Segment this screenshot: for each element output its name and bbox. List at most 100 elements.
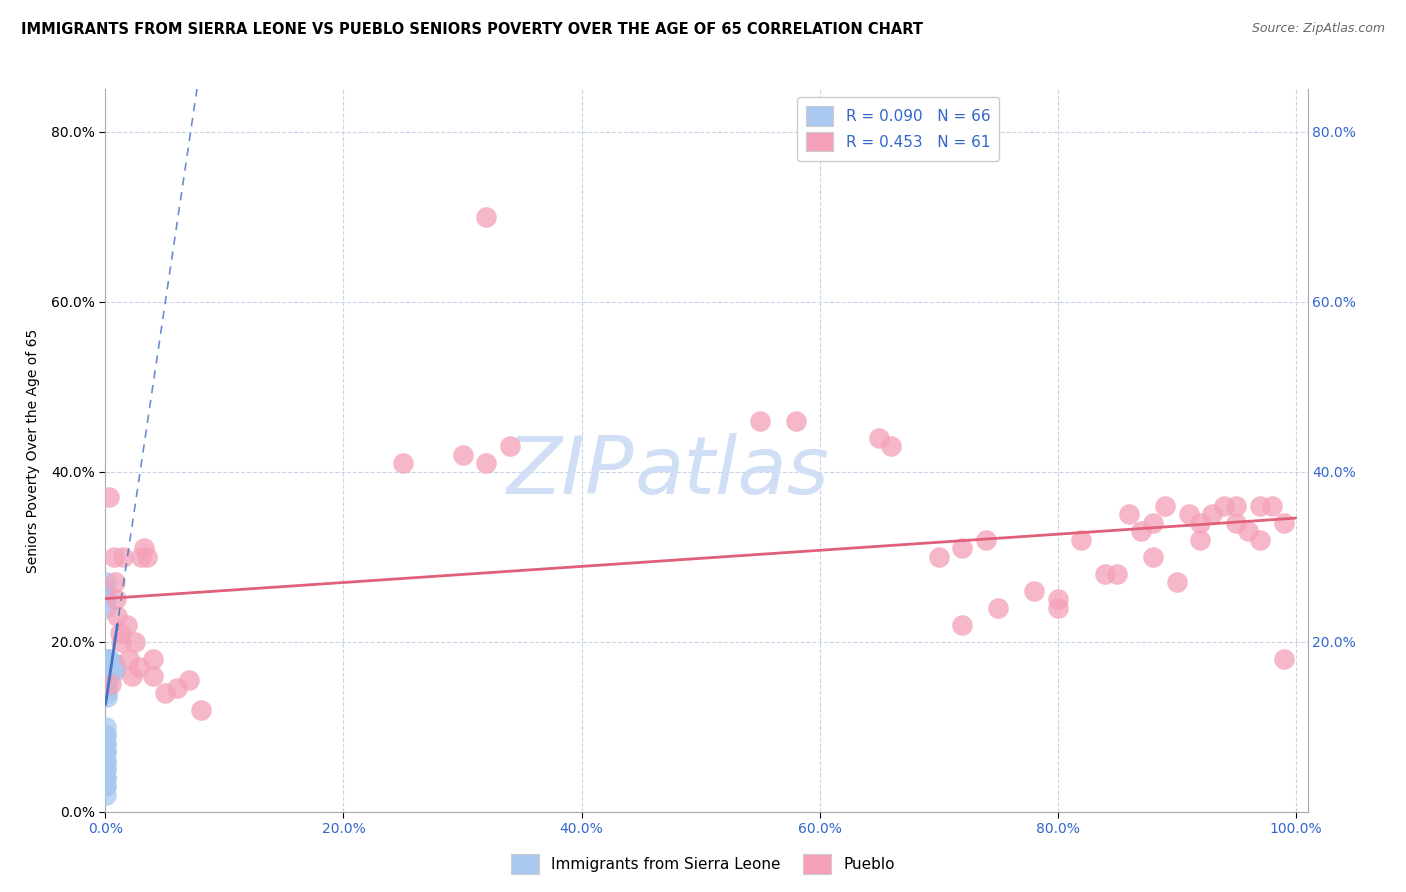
- Point: [880, 439, 903, 453]
- Point: [132, 541, 155, 556]
- Point: [928, 549, 950, 564]
- Point: [96, 656, 118, 670]
- Point: [94, 779, 117, 793]
- Point: [108, 626, 131, 640]
- Point: [96, 669, 118, 683]
- Point: [177, 673, 200, 687]
- Point: [101, 660, 124, 674]
- Point: [96, 728, 118, 742]
- Point: [952, 617, 974, 632]
- Point: [98, 656, 121, 670]
- Text: atlas: atlas: [634, 434, 830, 511]
- Point: [97, 660, 120, 674]
- Point: [475, 456, 498, 470]
- Point: [100, 665, 122, 679]
- Point: [1225, 499, 1247, 513]
- Point: [94, 575, 117, 590]
- Point: [124, 634, 146, 648]
- Point: [499, 439, 522, 453]
- Point: [1237, 524, 1260, 539]
- Point: [1249, 499, 1271, 513]
- Point: [96, 673, 118, 687]
- Point: [118, 651, 141, 665]
- Point: [97, 656, 120, 670]
- Point: [1142, 516, 1164, 530]
- Point: [96, 677, 118, 691]
- Point: [142, 651, 165, 665]
- Point: [97, 665, 120, 679]
- Point: [105, 660, 128, 674]
- Point: [1189, 516, 1212, 530]
- Point: [1129, 524, 1152, 539]
- Point: [98, 660, 121, 674]
- Point: [103, 656, 125, 670]
- Point: [101, 656, 124, 670]
- Point: [96, 728, 118, 742]
- Point: [96, 686, 118, 700]
- Point: [1070, 533, 1092, 547]
- Point: [100, 656, 122, 670]
- Point: [1094, 566, 1116, 581]
- Point: [103, 549, 125, 564]
- Point: [1201, 507, 1223, 521]
- Point: [952, 541, 974, 556]
- Point: [105, 609, 128, 624]
- Point: [1107, 566, 1129, 581]
- Point: [104, 665, 127, 679]
- Point: [1177, 507, 1199, 521]
- Point: [98, 651, 121, 665]
- Point: [1189, 533, 1212, 547]
- Point: [94, 583, 117, 598]
- Point: [101, 665, 124, 679]
- Point: [1153, 499, 1175, 513]
- Text: ZIP: ZIP: [508, 434, 634, 511]
- Point: [153, 686, 176, 700]
- Point: [129, 549, 152, 564]
- Point: [97, 656, 120, 670]
- Point: [94, 754, 117, 768]
- Point: [97, 651, 120, 665]
- Point: [749, 414, 772, 428]
- Text: IMMIGRANTS FROM SIERRA LEONE VS PUEBLO SENIORS POVERTY OVER THE AGE OF 65 CORREL: IMMIGRANTS FROM SIERRA LEONE VS PUEBLO S…: [21, 22, 924, 37]
- Point: [94, 771, 117, 785]
- Point: [94, 779, 117, 793]
- Point: [1213, 499, 1236, 513]
- Point: [1046, 600, 1069, 615]
- Point: [96, 737, 118, 751]
- Point: [100, 660, 122, 674]
- Point: [98, 490, 121, 504]
- Point: [94, 771, 117, 785]
- Point: [96, 660, 118, 674]
- Point: [98, 660, 121, 674]
- Point: [96, 690, 118, 704]
- Point: [94, 737, 117, 751]
- Point: [1142, 549, 1164, 564]
- Point: [96, 673, 118, 687]
- Point: [97, 669, 120, 683]
- Point: [121, 669, 143, 683]
- Point: [451, 448, 474, 462]
- Point: [98, 665, 121, 679]
- Point: [96, 665, 118, 679]
- Point: [1022, 583, 1045, 598]
- Point: [98, 656, 121, 670]
- Point: [98, 665, 121, 679]
- Point: [868, 431, 890, 445]
- Point: [100, 677, 122, 691]
- Point: [96, 720, 118, 734]
- Point: [96, 651, 118, 665]
- Point: [974, 533, 997, 547]
- Point: [94, 592, 117, 607]
- Point: [94, 762, 117, 776]
- Point: [96, 665, 118, 679]
- Point: [96, 660, 118, 674]
- Point: [94, 762, 117, 776]
- Point: [1046, 592, 1069, 607]
- Point: [136, 549, 159, 564]
- Point: [104, 575, 127, 590]
- Point: [1166, 575, 1188, 590]
- Point: [97, 660, 120, 674]
- Point: [785, 414, 807, 428]
- Point: [1272, 651, 1295, 665]
- Point: [475, 210, 498, 224]
